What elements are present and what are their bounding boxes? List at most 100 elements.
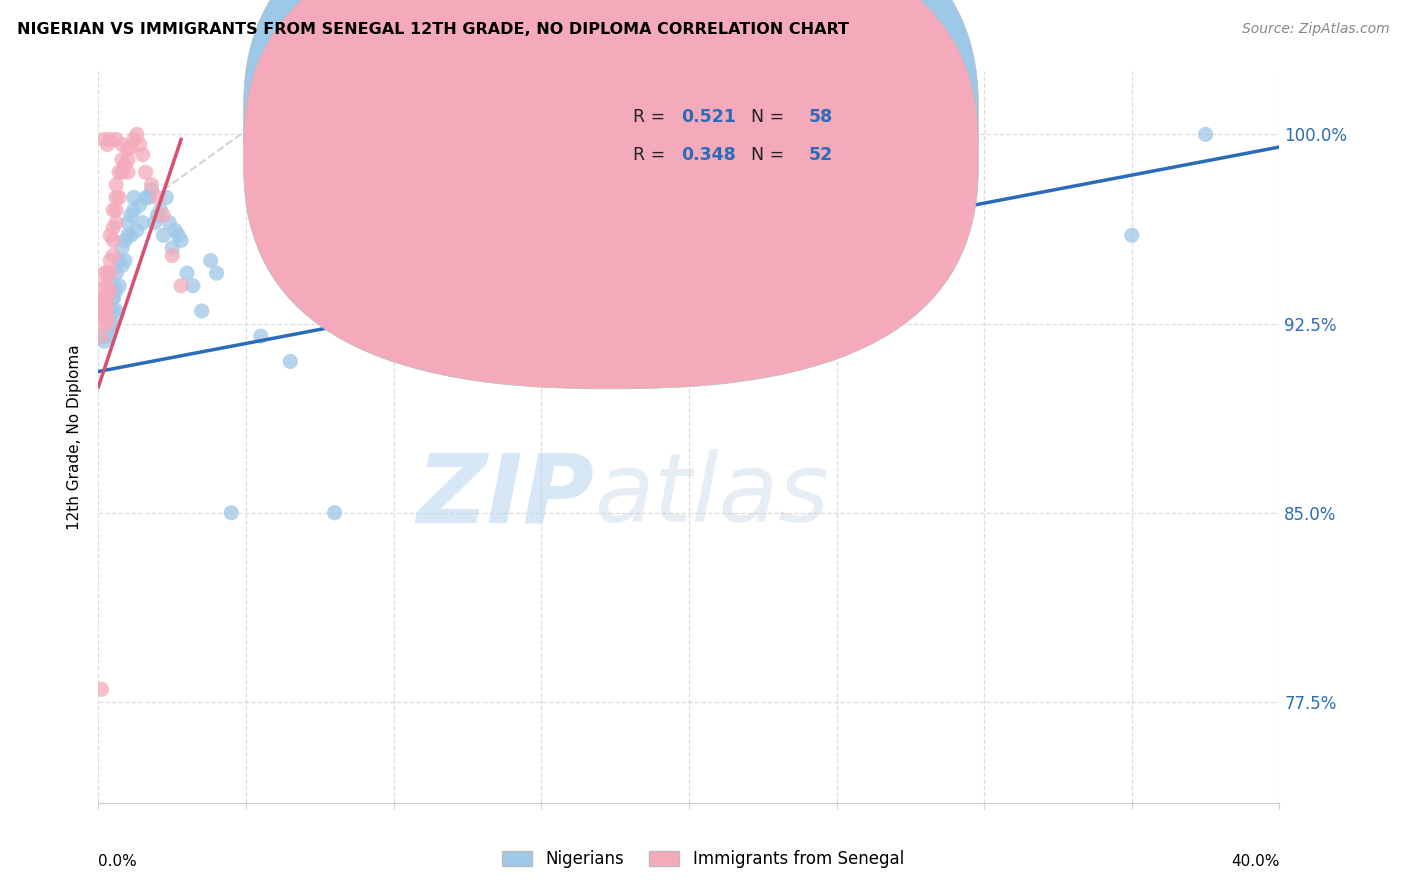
Point — [141, 183, 163, 197]
Point — [96, 278, 118, 293]
Point — [93, 309, 115, 323]
Point — [132, 216, 155, 230]
Text: 0.521: 0.521 — [681, 109, 735, 127]
Point — [146, 190, 169, 204]
Point — [96, 329, 118, 343]
Point — [103, 317, 125, 331]
Point — [170, 278, 193, 293]
Point — [122, 203, 145, 218]
Point — [96, 309, 118, 323]
Point — [125, 223, 148, 237]
Point — [98, 266, 121, 280]
Point — [96, 317, 118, 331]
Point — [678, 317, 700, 331]
Point — [105, 178, 128, 192]
Point — [191, 304, 214, 318]
Point — [108, 278, 131, 293]
Point — [111, 165, 134, 179]
Point — [96, 137, 118, 152]
FancyBboxPatch shape — [243, 0, 979, 351]
Point — [105, 284, 128, 298]
Point — [120, 140, 142, 154]
Point — [103, 278, 125, 293]
Point — [108, 190, 131, 204]
Point — [143, 216, 166, 230]
Point — [93, 278, 115, 293]
Point — [135, 165, 157, 179]
Point — [122, 132, 145, 146]
Point — [98, 228, 121, 243]
Point — [141, 178, 163, 192]
Point — [96, 299, 118, 313]
Point — [103, 291, 125, 305]
Point — [382, 304, 405, 318]
Point — [280, 354, 302, 368]
Point — [132, 147, 155, 161]
Point — [117, 153, 139, 167]
Point — [111, 137, 134, 152]
Point — [250, 329, 273, 343]
Text: 52: 52 — [808, 146, 832, 164]
Point — [98, 253, 121, 268]
Text: NIGERIAN VS IMMIGRANTS FROM SENEGAL 12TH GRADE, NO DIPLOMA CORRELATION CHART: NIGERIAN VS IMMIGRANTS FROM SENEGAL 12TH… — [17, 22, 849, 37]
Point — [98, 304, 121, 318]
Point — [93, 304, 115, 318]
Point — [157, 216, 180, 230]
Point — [103, 203, 125, 218]
Point — [90, 304, 112, 318]
Point — [93, 291, 115, 305]
Point — [93, 266, 115, 280]
Point — [135, 190, 157, 204]
Point — [138, 190, 160, 204]
Point — [167, 228, 190, 243]
Point — [125, 128, 148, 142]
Point — [155, 190, 177, 204]
FancyBboxPatch shape — [582, 86, 855, 185]
Point — [93, 132, 115, 146]
Point — [90, 682, 112, 697]
Text: R =: R = — [634, 109, 671, 127]
Text: ZIP: ZIP — [416, 449, 595, 542]
Point — [111, 241, 134, 255]
Point — [105, 190, 128, 204]
Point — [120, 228, 142, 243]
Point — [162, 241, 183, 255]
Point — [152, 228, 174, 243]
Point — [117, 165, 139, 179]
Point — [120, 208, 142, 222]
Text: 40.0%: 40.0% — [1232, 854, 1279, 869]
Text: Source: ZipAtlas.com: Source: ZipAtlas.com — [1241, 22, 1389, 37]
Point — [122, 190, 145, 204]
Point — [200, 253, 222, 268]
Text: 58: 58 — [808, 109, 832, 127]
Point — [103, 233, 125, 247]
Point — [1195, 128, 1218, 142]
Point — [96, 266, 118, 280]
Point — [105, 216, 128, 230]
Point — [149, 203, 172, 218]
Point — [93, 334, 115, 349]
Point — [98, 317, 121, 331]
Text: N =: N = — [740, 146, 790, 164]
Point — [114, 158, 136, 172]
Text: R =: R = — [634, 146, 671, 164]
Text: atlas: atlas — [595, 449, 830, 542]
Point — [162, 248, 183, 262]
Point — [117, 228, 139, 243]
Point — [98, 324, 121, 338]
Point — [90, 291, 112, 305]
Text: N =: N = — [740, 109, 790, 127]
Point — [96, 309, 118, 323]
Point — [105, 266, 128, 280]
Point — [105, 132, 128, 146]
Point — [176, 266, 198, 280]
Point — [165, 223, 187, 237]
Point — [103, 304, 125, 318]
Text: 0.0%: 0.0% — [98, 854, 138, 869]
Point — [1121, 228, 1143, 243]
Point — [501, 329, 523, 343]
Point — [146, 208, 169, 222]
Point — [117, 143, 139, 157]
Point — [114, 253, 136, 268]
Point — [98, 132, 121, 146]
